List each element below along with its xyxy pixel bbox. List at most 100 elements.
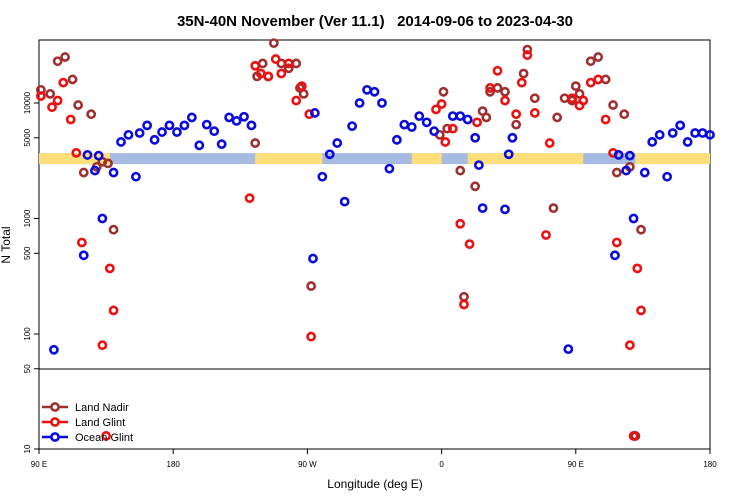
land-glint-point (431, 104, 441, 115)
land-glint-point (436, 99, 447, 109)
ocean-glint-point (377, 98, 387, 108)
ocean-glint-point (239, 111, 249, 122)
ocean-glint-point (682, 137, 693, 147)
ocean-glint-point (339, 196, 350, 207)
land-nadir-point (268, 38, 279, 49)
ocean-glint-point (78, 250, 89, 261)
ocean-glint-point (108, 167, 119, 178)
ocean-glint-point (610, 250, 620, 261)
ocean-glint-point (317, 171, 328, 182)
ocean-glint-point (90, 165, 100, 176)
x-tick-label: 180 (703, 460, 717, 469)
ocean-glint-point (503, 149, 514, 160)
land-band-segment (635, 153, 710, 165)
y-tick-label: 1000 (23, 209, 32, 227)
land-glint-point (447, 123, 458, 134)
ocean-glint-point (49, 344, 59, 355)
ocean-glint-point (362, 84, 372, 95)
ocean-glint-point (455, 111, 466, 122)
land-nadir-point (636, 224, 646, 235)
ocean-glint-point (157, 127, 167, 137)
axes: 90 E 180 90 W 0 90 E 180 100 500 1000 5000 10000 10… (23, 91, 717, 469)
x-tick-label: 90 E (31, 460, 47, 469)
land-glint-point (624, 340, 635, 351)
land-glint-point (104, 263, 115, 274)
ocean-glint-point (246, 120, 257, 131)
legend-label: Land Nadir (75, 402, 129, 414)
land-glint-point (464, 239, 475, 250)
ocean-glint-point (224, 112, 235, 123)
land-glint-point (47, 102, 57, 113)
ocean-glint-point (354, 98, 365, 108)
land-nadir-point (608, 100, 618, 110)
land-glint-point (304, 109, 315, 120)
legend-marker (50, 432, 60, 442)
ocean-glint-point (231, 115, 242, 126)
ocean-glint-point (697, 128, 708, 138)
x-tick-label: 180 (167, 460, 181, 469)
land-band-segment (411, 153, 442, 165)
land-glint-point (455, 218, 466, 229)
land-glint-point (76, 237, 87, 248)
ocean-glint-point (82, 150, 93, 160)
ocean-glint-point (621, 165, 632, 176)
land-nadir-point (481, 112, 492, 123)
ocean-glint-point (308, 253, 318, 264)
x-tick-label: 0 (439, 460, 444, 469)
land-glint-point (270, 54, 281, 64)
land-glint-point (544, 138, 555, 148)
legend: Land Nadir Land Glint Ocean Glint (42, 402, 133, 444)
ocean-glint-point (473, 160, 484, 170)
x-tick-label: 90 E (568, 460, 584, 469)
land-nadir-point (600, 74, 611, 85)
y-tick-label: 10 (23, 444, 32, 453)
land-glint-point (593, 74, 604, 85)
ocean-glint-point (690, 128, 700, 138)
land-nadir-point (103, 158, 113, 169)
land-nadir-point (485, 86, 495, 97)
ocean-glint-point (172, 127, 182, 137)
ocean-glint-point (667, 128, 678, 138)
land-nadir-point (283, 63, 294, 74)
land-nadir-point (52, 56, 63, 67)
ocean-glint-point (613, 150, 624, 160)
land-glint-point (35, 91, 46, 101)
land-glint-point (296, 81, 307, 92)
land-nadir-point (593, 52, 604, 62)
land-nadir-point (86, 109, 97, 120)
ocean-glint-point (149, 134, 160, 145)
ocean-glint-point (406, 122, 417, 132)
ocean-glint-point (131, 171, 141, 182)
land-glint-point (636, 305, 646, 316)
land-nadir-point (78, 167, 89, 178)
ocean-glint-point (142, 120, 153, 131)
land-nadir-point (67, 74, 78, 85)
land-ocean-band (39, 153, 710, 165)
legend-label: Ocean Glint (75, 432, 133, 444)
legend-marker (50, 402, 60, 412)
land-glint-point (97, 340, 108, 351)
ocean-glint-point (186, 112, 197, 123)
land-glint-point (578, 95, 589, 106)
ocean-glint-point (399, 119, 410, 130)
ocean-glint-point (164, 120, 175, 131)
land-nadir-point (442, 123, 453, 134)
land-glint-point (459, 299, 469, 310)
plot-area-border (38, 39, 711, 450)
land-glint-point (71, 147, 82, 158)
y-tick-label: 100 (23, 327, 32, 341)
x-axis-label: Longitude (deg E) (327, 477, 422, 491)
land-glint-point (522, 50, 533, 60)
land-glint-point (500, 95, 510, 106)
y-tick-label: 10000 (23, 91, 32, 114)
land-glint-point (58, 77, 69, 88)
ocean-glint-point (477, 203, 488, 214)
land-nadir-point (291, 58, 302, 69)
land-glint-point (101, 431, 111, 441)
ocean-glint-point (563, 344, 574, 355)
ocean-glint-point (209, 126, 220, 137)
land-glint-point (263, 71, 274, 82)
land-band-segment (39, 153, 110, 165)
ocean-glint-point (391, 134, 402, 145)
